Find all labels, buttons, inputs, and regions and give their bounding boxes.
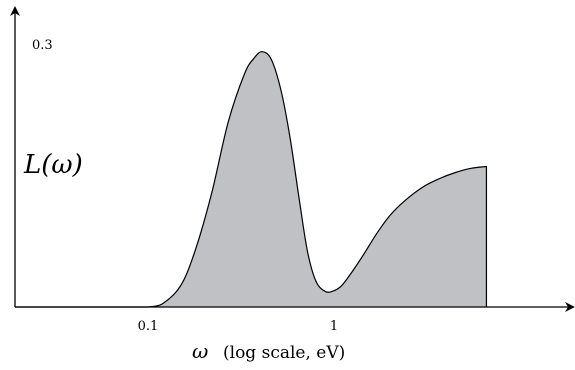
y-axis-label: L(ω) [23,150,83,180]
series-line [15,51,488,308]
x-axis-label: ω (log scale, eV) [192,339,345,363]
y-tick-labels: 0.3 [32,38,53,53]
x-axis-label-text: (log scale, eV) [223,343,345,363]
x-axis-label-symbol: ω [192,339,208,363]
x-tick-labels: 0.1 1 [138,319,338,334]
x-tick-label: 1 [330,319,338,334]
area-fill [148,51,487,307]
x-tick-label: 0.1 [138,319,159,334]
y-tick-label: 0.3 [32,38,53,53]
